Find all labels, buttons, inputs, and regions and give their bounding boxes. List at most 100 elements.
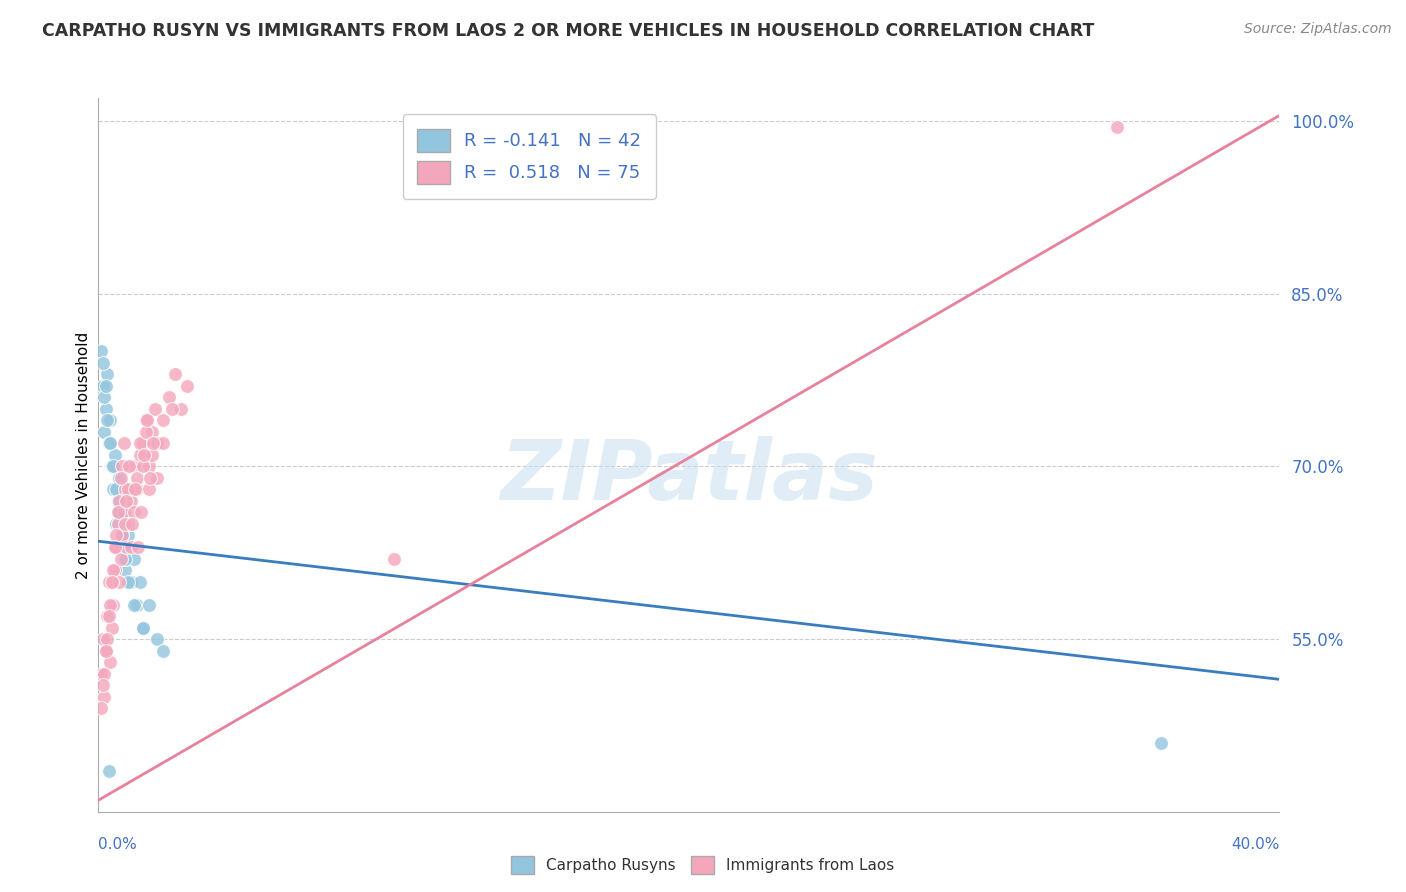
Point [134, 448, 156, 462]
Point [122, 506, 145, 520]
Point [120, 540, 142, 554]
Point [114, 483, 136, 497]
Point [103, 459, 125, 474]
Text: Source: ZipAtlas.com: Source: ZipAtlas.com [1244, 22, 1392, 37]
Point [111, 528, 134, 542]
Point [94, 643, 117, 657]
Point [152, 436, 174, 450]
Point [128, 448, 150, 462]
Point [115, 540, 138, 554]
Point [96, 632, 118, 646]
Point [125, 471, 148, 485]
Point [97, 609, 120, 624]
Point [100, 459, 122, 474]
Point [104, 563, 127, 577]
Point [117, 574, 139, 589]
Point [107, 516, 129, 531]
Point [152, 413, 174, 427]
Legend: R = -0.141   N = 42, R =  0.518   N = 75: R = -0.141 N = 42, R = 0.518 N = 75 [402, 114, 655, 199]
Point [108, 506, 131, 520]
Point [112, 436, 135, 450]
Point [128, 436, 150, 450]
Point [104, 448, 127, 462]
Point [176, 379, 198, 393]
Point [117, 516, 139, 531]
Point [94, 379, 117, 393]
Point [103, 563, 125, 577]
Point [117, 528, 139, 542]
Point [162, 401, 183, 416]
Point [124, 483, 146, 497]
Point [91, 379, 114, 393]
Point [103, 598, 125, 612]
Point [112, 506, 135, 520]
Point [114, 516, 136, 531]
Point [93, 425, 115, 439]
Point [114, 563, 136, 577]
Point [122, 551, 145, 566]
Point [98, 655, 121, 669]
Point [98, 413, 121, 427]
Y-axis label: 2 or more Vehicles in Household: 2 or more Vehicles in Household [76, 331, 91, 579]
Point [1150, 736, 1173, 750]
Point [90, 666, 112, 681]
Point [100, 621, 122, 635]
Point [128, 574, 150, 589]
Point [100, 574, 122, 589]
Point [90, 344, 112, 359]
Point [96, 609, 118, 624]
Point [114, 551, 136, 566]
Point [118, 459, 141, 474]
Point [117, 483, 139, 497]
Legend: Carpatho Rusyns, Immigrants from Laos: Carpatho Rusyns, Immigrants from Laos [505, 850, 901, 880]
Point [127, 540, 149, 554]
Point [110, 471, 132, 485]
Point [122, 459, 145, 474]
Point [107, 506, 129, 520]
Point [110, 551, 132, 566]
Point [105, 483, 128, 497]
Point [125, 598, 148, 612]
Point [108, 494, 131, 508]
Point [138, 483, 160, 497]
Point [96, 413, 118, 427]
Point [93, 390, 115, 404]
Point [143, 401, 166, 416]
Point [108, 574, 131, 589]
Point [146, 471, 169, 485]
Point [97, 574, 120, 589]
Point [125, 483, 148, 497]
Point [139, 471, 162, 485]
Point [105, 528, 128, 542]
Point [94, 401, 117, 416]
Text: ZIPatlas: ZIPatlas [501, 436, 877, 516]
Point [97, 764, 120, 779]
Point [98, 598, 121, 612]
Point [115, 494, 138, 508]
Point [105, 540, 128, 554]
Point [141, 448, 163, 462]
Point [107, 494, 129, 508]
Point [91, 678, 114, 692]
Point [170, 401, 193, 416]
Point [111, 506, 134, 520]
Point [90, 701, 112, 715]
Point [121, 516, 143, 531]
Point [103, 483, 125, 497]
Point [112, 540, 135, 554]
Point [135, 425, 157, 439]
Point [120, 494, 142, 508]
Text: 40.0%: 40.0% [1232, 837, 1279, 852]
Point [120, 574, 142, 589]
Point [129, 506, 152, 520]
Point [382, 551, 405, 566]
Point [104, 540, 127, 554]
Point [1107, 120, 1129, 134]
Point [135, 413, 157, 427]
Text: 0.0%: 0.0% [98, 837, 138, 852]
Point [146, 632, 169, 646]
Point [96, 368, 118, 382]
Point [108, 471, 131, 485]
Point [93, 690, 115, 704]
Point [146, 436, 169, 450]
